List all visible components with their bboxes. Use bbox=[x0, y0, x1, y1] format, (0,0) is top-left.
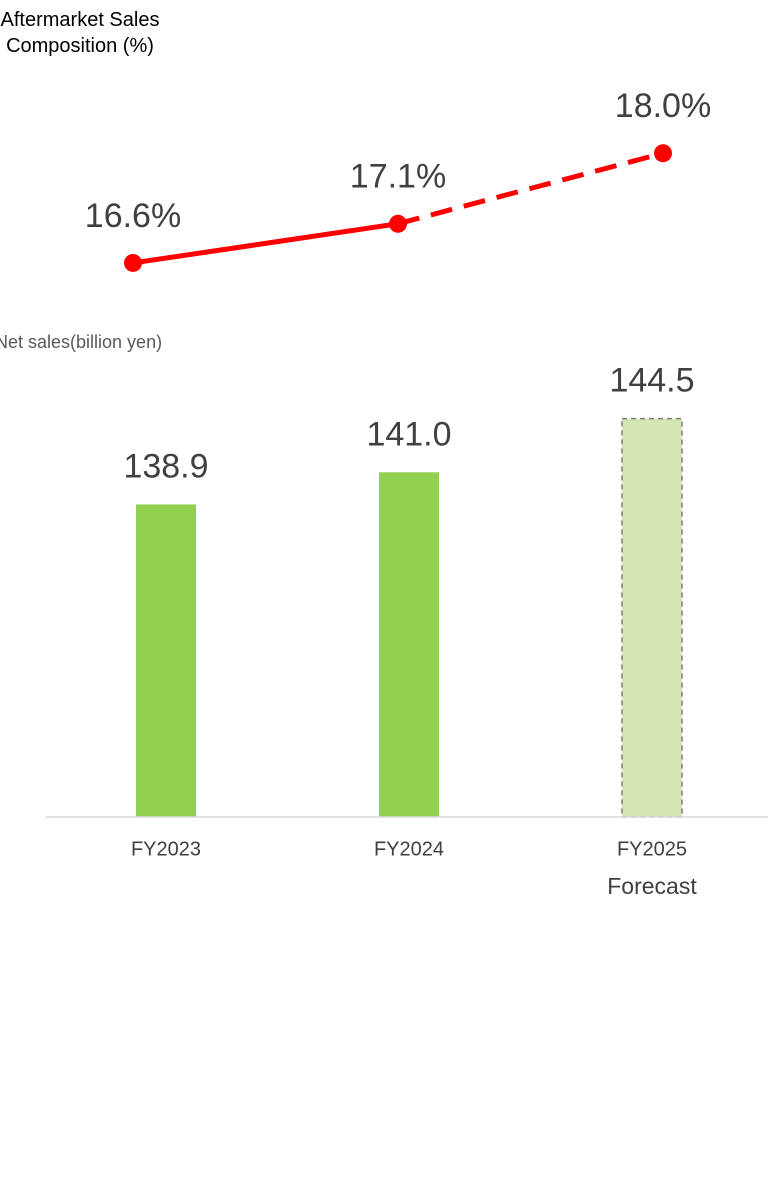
line-marker bbox=[389, 214, 407, 233]
data-label: 17.1% bbox=[350, 158, 446, 196]
line-marker bbox=[654, 144, 672, 163]
y-axis-label: Net sales(billion yen) bbox=[0, 332, 162, 352]
x-tick-sublabel: Forecast bbox=[607, 873, 697, 899]
data-label: 141.0 bbox=[366, 415, 451, 453]
data-label: 18.0% bbox=[615, 87, 711, 125]
x-tick-label: FY2023 bbox=[131, 838, 201, 860]
line-marker bbox=[124, 253, 142, 272]
line-segment bbox=[132, 221, 399, 266]
x-tick-label: FY2024 bbox=[374, 838, 444, 860]
line-segment bbox=[397, 150, 664, 227]
data-label: 144.5 bbox=[609, 362, 694, 400]
line-chart-title: Aftermarket Sales Composition (%) bbox=[0, 9, 160, 57]
bar bbox=[379, 472, 439, 817]
data-label: 138.9 bbox=[123, 447, 208, 485]
bar bbox=[136, 504, 196, 817]
data-label: 16.6% bbox=[85, 197, 181, 235]
x-tick-label: FY2025 bbox=[617, 838, 687, 860]
bar bbox=[621, 417, 683, 818]
